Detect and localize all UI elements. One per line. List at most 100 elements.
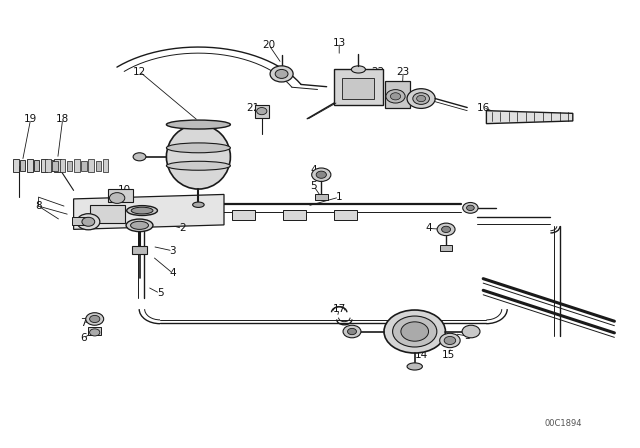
Ellipse shape	[127, 206, 157, 215]
Text: 20: 20	[262, 40, 275, 50]
Bar	[67, 161, 72, 171]
Bar	[52, 161, 58, 171]
Text: 4: 4	[426, 331, 432, 341]
Text: 5: 5	[310, 181, 317, 191]
Ellipse shape	[407, 363, 422, 370]
Text: 17: 17	[333, 304, 346, 314]
Circle shape	[386, 90, 405, 103]
Text: 11: 11	[205, 129, 218, 139]
Text: 14: 14	[415, 350, 428, 360]
Circle shape	[86, 313, 104, 325]
Bar	[88, 327, 101, 335]
Ellipse shape	[166, 120, 230, 129]
Text: 5: 5	[442, 224, 448, 233]
Ellipse shape	[131, 207, 153, 214]
Bar	[108, 189, 133, 202]
Text: 13: 13	[333, 38, 346, 47]
Polygon shape	[74, 194, 224, 229]
Circle shape	[437, 223, 455, 236]
Text: 6: 6	[80, 333, 86, 343]
Bar	[440, 245, 452, 251]
Text: 5: 5	[157, 289, 163, 298]
Bar	[90, 205, 125, 223]
Circle shape	[392, 316, 437, 347]
Circle shape	[316, 171, 326, 178]
Bar	[45, 159, 51, 172]
Bar	[334, 69, 383, 105]
Text: 16: 16	[477, 103, 490, 112]
Bar	[132, 246, 147, 254]
Ellipse shape	[166, 125, 230, 189]
Text: 15: 15	[442, 350, 454, 360]
Circle shape	[467, 205, 474, 211]
Text: 4: 4	[170, 268, 176, 278]
Ellipse shape	[166, 161, 230, 170]
Bar	[40, 159, 47, 172]
Bar	[315, 194, 328, 200]
Circle shape	[463, 202, 478, 213]
Bar	[232, 210, 255, 220]
Bar	[74, 159, 79, 172]
Ellipse shape	[166, 143, 230, 153]
Bar	[255, 105, 269, 118]
Text: 23: 23	[397, 67, 410, 77]
Text: 22: 22	[371, 67, 384, 77]
Circle shape	[384, 310, 445, 353]
Bar	[95, 161, 101, 171]
Text: 10: 10	[118, 185, 131, 195]
Text: 4: 4	[426, 224, 432, 233]
Ellipse shape	[126, 219, 153, 232]
Circle shape	[413, 93, 429, 104]
Text: 8: 8	[35, 201, 42, 211]
Circle shape	[440, 333, 460, 348]
Bar	[342, 78, 374, 99]
Ellipse shape	[351, 66, 365, 73]
Text: 21: 21	[246, 103, 259, 112]
Circle shape	[417, 95, 426, 102]
Text: 1: 1	[336, 192, 342, 202]
Bar	[88, 159, 94, 172]
Circle shape	[257, 108, 267, 115]
Circle shape	[77, 214, 100, 230]
Bar	[54, 159, 61, 172]
Ellipse shape	[193, 202, 204, 207]
Bar	[20, 160, 26, 171]
Text: 9: 9	[115, 206, 122, 215]
Ellipse shape	[133, 153, 146, 161]
Circle shape	[462, 325, 480, 338]
Text: 19: 19	[24, 114, 37, 124]
Bar	[102, 159, 108, 172]
Circle shape	[407, 89, 435, 108]
Text: 18: 18	[56, 114, 69, 124]
Text: 7: 7	[80, 319, 86, 328]
Bar	[81, 161, 87, 171]
Bar	[60, 159, 65, 172]
Bar	[385, 81, 410, 108]
Bar	[48, 160, 53, 171]
Circle shape	[444, 336, 456, 345]
Text: 00C1894: 00C1894	[545, 419, 582, 428]
Bar	[180, 210, 204, 220]
Circle shape	[270, 66, 293, 82]
Bar	[27, 159, 33, 172]
Circle shape	[90, 315, 100, 323]
Text: 2: 2	[179, 224, 186, 233]
Circle shape	[401, 322, 429, 341]
Circle shape	[90, 329, 100, 336]
Circle shape	[312, 168, 331, 181]
Circle shape	[275, 69, 288, 78]
Circle shape	[348, 328, 356, 335]
Circle shape	[109, 193, 125, 203]
Text: 4: 4	[310, 165, 317, 175]
Text: 5: 5	[464, 331, 470, 341]
Polygon shape	[486, 111, 573, 124]
Circle shape	[442, 226, 451, 233]
Circle shape	[343, 325, 361, 338]
Bar	[334, 210, 357, 220]
Circle shape	[390, 93, 401, 100]
Bar	[35, 160, 40, 171]
Bar	[13, 159, 19, 172]
Ellipse shape	[131, 221, 148, 229]
Text: 12: 12	[133, 67, 146, 77]
Bar	[72, 217, 88, 225]
